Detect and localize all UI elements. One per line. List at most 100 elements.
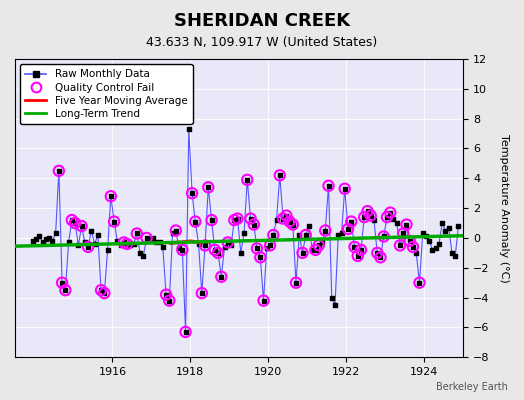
Point: [256, 254, 265, 260]
Point: [188, 190, 196, 196]
Point: [357, 247, 365, 253]
Point: [126, 242, 135, 249]
Point: [84, 244, 92, 250]
Point: [282, 212, 290, 219]
Point: [97, 287, 105, 293]
Point: [341, 186, 349, 192]
Point: [100, 290, 108, 296]
Point: [454, 223, 463, 229]
Point: [165, 298, 173, 304]
Point: [74, 242, 83, 249]
Point: [178, 247, 187, 253]
Point: [230, 217, 238, 223]
Point: [233, 215, 242, 222]
Text: 43.633 N, 109.917 W (United States): 43.633 N, 109.917 W (United States): [146, 36, 378, 49]
Point: [240, 230, 248, 237]
Point: [208, 217, 216, 223]
Point: [259, 298, 268, 304]
Y-axis label: Temperature Anomaly (°C): Temperature Anomaly (°C): [499, 134, 509, 282]
Point: [386, 210, 395, 216]
Point: [243, 177, 252, 183]
Point: [276, 172, 284, 178]
Point: [217, 274, 225, 280]
Point: [396, 242, 404, 249]
Point: [208, 217, 216, 223]
Point: [38, 239, 47, 246]
Point: [162, 292, 170, 298]
Point: [29, 238, 37, 244]
Point: [441, 227, 450, 234]
Point: [409, 244, 417, 250]
Point: [392, 220, 401, 226]
Point: [422, 233, 430, 240]
Point: [149, 235, 157, 241]
Point: [412, 250, 420, 256]
Point: [211, 247, 219, 253]
Point: [305, 223, 313, 229]
Point: [360, 214, 368, 220]
Point: [221, 244, 229, 250]
Point: [269, 232, 278, 238]
Point: [383, 214, 391, 220]
Point: [419, 230, 427, 237]
Point: [416, 280, 424, 286]
Point: [272, 217, 281, 223]
Point: [246, 215, 255, 222]
Point: [214, 250, 222, 256]
Point: [178, 247, 187, 253]
Point: [308, 247, 316, 253]
Point: [259, 298, 268, 304]
Point: [123, 241, 132, 247]
Point: [298, 250, 307, 256]
Point: [282, 212, 290, 219]
Point: [191, 218, 200, 225]
Point: [269, 232, 278, 238]
Point: [435, 241, 443, 247]
Point: [68, 217, 76, 223]
Point: [143, 235, 151, 241]
Point: [256, 254, 265, 260]
Point: [181, 329, 190, 335]
Point: [321, 227, 330, 234]
Point: [64, 239, 73, 246]
Point: [425, 238, 433, 244]
Point: [100, 290, 108, 296]
Point: [373, 250, 381, 256]
Point: [237, 250, 245, 256]
Point: [61, 287, 70, 293]
Point: [159, 244, 167, 250]
Point: [311, 247, 320, 253]
Point: [363, 208, 372, 214]
Point: [48, 238, 57, 244]
Point: [354, 253, 362, 259]
Point: [191, 218, 200, 225]
Point: [211, 247, 219, 253]
Point: [224, 239, 232, 246]
Point: [334, 232, 343, 238]
Point: [61, 287, 70, 293]
Point: [81, 239, 89, 246]
Point: [110, 218, 118, 225]
Legend: Raw Monthly Data, Quality Control Fail, Five Year Moving Average, Long-Term Tren: Raw Monthly Data, Quality Control Fail, …: [20, 64, 192, 124]
Point: [292, 280, 300, 286]
Point: [253, 245, 261, 252]
Point: [318, 239, 326, 246]
Point: [184, 126, 193, 132]
Point: [227, 242, 235, 249]
Point: [152, 239, 160, 246]
Point: [344, 226, 352, 232]
Point: [217, 274, 225, 280]
Point: [402, 221, 411, 228]
Point: [314, 242, 323, 249]
Point: [133, 230, 141, 237]
Point: [162, 292, 170, 298]
Point: [376, 254, 385, 260]
Point: [165, 298, 173, 304]
Point: [344, 226, 352, 232]
Point: [367, 212, 375, 219]
Point: [136, 250, 144, 256]
Point: [428, 247, 436, 253]
Point: [201, 242, 209, 249]
Point: [54, 168, 63, 174]
Point: [354, 253, 362, 259]
